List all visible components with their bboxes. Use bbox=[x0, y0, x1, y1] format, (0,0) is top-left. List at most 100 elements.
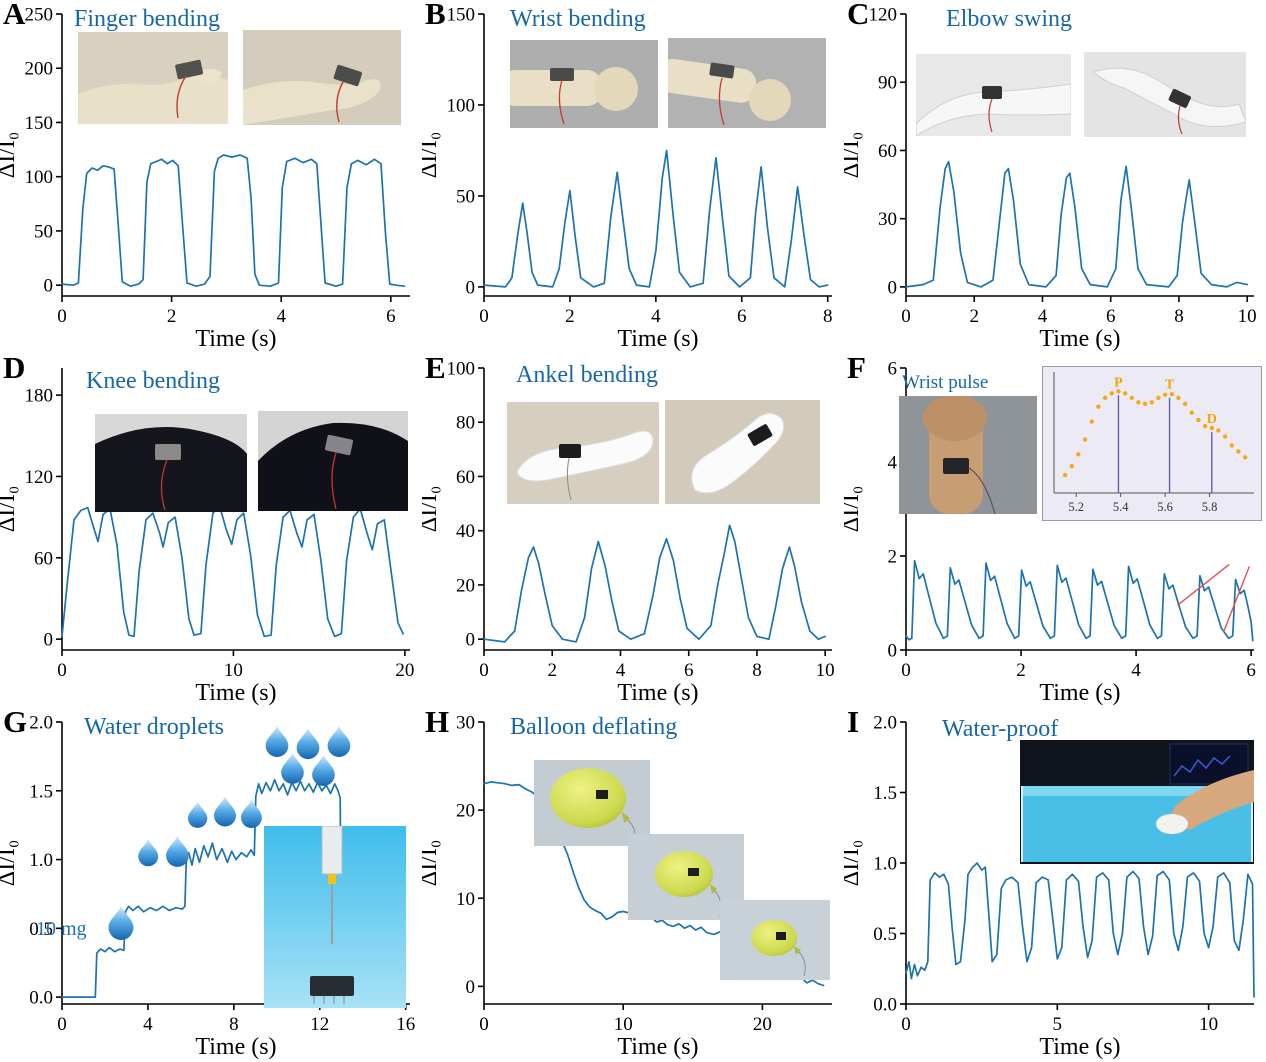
y-tick-label: 0 bbox=[466, 977, 476, 998]
panel-title: Balloon deflating bbox=[510, 714, 678, 740]
panel-letter: G bbox=[3, 704, 28, 739]
inset-data-dot bbox=[1182, 401, 1188, 406]
y-tick-label: 0 bbox=[466, 630, 476, 651]
y-tick-label: 0 bbox=[888, 641, 898, 662]
y-tick-label: 1.5 bbox=[873, 783, 897, 804]
inset-data-dot bbox=[1189, 410, 1194, 415]
y-tick-label: 0 bbox=[888, 277, 898, 298]
y-tick-label: 10 bbox=[456, 889, 475, 910]
inset-x-tick-label: 5.8 bbox=[1202, 500, 1218, 514]
inset-photo-ankle-flat bbox=[507, 402, 659, 504]
pulse-waveform-inset: P T D 5.2 5.4 5.6 5.8 bbox=[1042, 366, 1262, 521]
x-tick-label: 2 bbox=[565, 306, 575, 327]
water-droplet-icon-group-2 bbox=[138, 836, 190, 870]
panel-letter: D bbox=[3, 350, 26, 385]
inset-data-dot bbox=[1102, 395, 1108, 400]
x-axis-label: Time (s) bbox=[617, 1034, 698, 1060]
y-tick-label: 0.0 bbox=[29, 988, 53, 1009]
x-tick-label: 8 bbox=[752, 660, 762, 681]
data-line bbox=[61, 505, 404, 638]
inset-data-dot bbox=[1089, 419, 1094, 424]
x-axis-label: Time (s) bbox=[1039, 1034, 1120, 1060]
inset-data-dot bbox=[1082, 437, 1088, 442]
x-tick-label: 10 bbox=[224, 660, 243, 681]
y-tick-label: 4 bbox=[888, 453, 898, 474]
inset-data-dot bbox=[1176, 395, 1181, 400]
inset-photo-balloon-large bbox=[534, 760, 650, 846]
y-axis-label: ΔI/I₀ bbox=[422, 132, 442, 178]
x-tick-label: 4 bbox=[1131, 660, 1141, 681]
chart-elbow-swing: 0 30 60 90 120 0 2 4 6 8 10 ΔI/I₀ Time (s) bbox=[844, 5, 1257, 353]
inset-data-dot bbox=[1069, 464, 1074, 469]
x-tick-label: 2 bbox=[547, 660, 557, 681]
x-axis-label: Time (s) bbox=[1039, 326, 1120, 352]
x-tick-label: 0 bbox=[57, 306, 67, 327]
y-tick-label: 0 bbox=[44, 276, 54, 297]
y-tick-label: 6 bbox=[888, 359, 898, 380]
y-tick-label: 60 bbox=[878, 141, 897, 162]
panel-title: Ankel bending bbox=[516, 362, 658, 388]
y-tick-label: 100 bbox=[25, 167, 54, 188]
data-line bbox=[61, 154, 406, 288]
y-tick-label: 1.0 bbox=[29, 850, 53, 871]
inset-x-tick-label: 5.6 bbox=[1157, 500, 1173, 514]
chart-balloon-deflating: 0 10 20 30 0 10 20 ΔI/I₀ Time (s) bbox=[422, 713, 832, 1060]
x-axis-label: Time (s) bbox=[617, 326, 698, 352]
inset-data-dot bbox=[1096, 404, 1101, 409]
x-tick-label: 20 bbox=[753, 1014, 772, 1035]
chart-water-proof: 0.0 0.5 1.0 1.5 2.0 0 5 10 ΔI/I₀ Time (s) bbox=[844, 713, 1255, 1060]
panel-knee-bending: 0 60 120 180 0 10 20 ΔI/I₀ Time (s) D Knee bendi… bbox=[0, 350, 422, 708]
x-axis-label: Time (s) bbox=[195, 680, 276, 706]
data-line bbox=[483, 149, 829, 288]
data-line bbox=[905, 160, 1249, 288]
y-tick-label: 0.5 bbox=[873, 924, 897, 945]
x-tick-label: 4 bbox=[616, 660, 626, 681]
y-axis-label: ΔI/I₀ bbox=[0, 840, 20, 886]
inset-photo-knee-bent bbox=[258, 411, 408, 511]
x-tick-label: 6 bbox=[684, 660, 694, 681]
x-axis-label: Time (s) bbox=[195, 1034, 276, 1060]
panel-ankle-bending: 0 20 40 60 80 100 0 2 4 6 8 10 ΔI/I₀ Time (s) E Ankel… bbox=[422, 350, 844, 708]
data-line bbox=[61, 778, 392, 998]
inset-data-dot bbox=[1156, 395, 1161, 400]
x-tick-label: 0 bbox=[479, 306, 489, 327]
panel-title: Water-proof bbox=[942, 716, 1059, 742]
inset-data-dot bbox=[1129, 395, 1134, 400]
panel-letter: H bbox=[425, 704, 450, 739]
panel-letter: B bbox=[425, 0, 446, 31]
y-tick-label: 60 bbox=[34, 548, 53, 569]
panel-title: Water droplets bbox=[84, 714, 225, 740]
y-axis-label: ΔI/I₀ bbox=[844, 132, 864, 178]
x-tick-label: 16 bbox=[396, 1014, 415, 1035]
inset-photo-balloon-medium bbox=[628, 834, 744, 920]
inset-x-tick-label: 5.4 bbox=[1113, 500, 1129, 514]
x-tick-label: 4 bbox=[143, 1014, 153, 1035]
x-axis-label: Time (s) bbox=[617, 680, 698, 706]
inset-x-tick-label: 5.2 bbox=[1068, 500, 1084, 514]
x-tick-label: 4 bbox=[1038, 306, 1048, 327]
droplet-mass-label: 10 mg bbox=[36, 918, 87, 940]
data-line bbox=[905, 559, 1254, 642]
inset-photo-finger-straight bbox=[78, 32, 228, 124]
inset-data-dot bbox=[1202, 423, 1208, 429]
x-tick-label: 8 bbox=[823, 306, 833, 327]
chart-finger-bending: 0 50 100 150 200 250 0 2 4 6 ΔI/I₀ Time (s) bbox=[0, 5, 410, 352]
inset-photo-elbow-straight bbox=[916, 54, 1071, 136]
x-tick-label: 6 bbox=[1106, 306, 1116, 327]
y-tick-label: 80 bbox=[456, 413, 475, 434]
data-line bbox=[483, 524, 827, 643]
y-tick-label: 100 bbox=[447, 95, 476, 116]
y-tick-label: 30 bbox=[456, 713, 475, 734]
inset-data-dot bbox=[1149, 400, 1154, 405]
y-tick-label: 200 bbox=[25, 59, 54, 80]
inset-photo-wrist-straight bbox=[510, 40, 658, 128]
y-tick-label: 100 bbox=[447, 359, 476, 380]
x-tick-label: 10 bbox=[816, 660, 835, 681]
x-tick-label: 10 bbox=[1199, 1014, 1218, 1035]
inset-data-dot bbox=[1196, 417, 1201, 423]
panel-letter: A bbox=[3, 0, 26, 31]
water-droplet-icon-group-1 bbox=[108, 906, 134, 940]
y-axis-label: ΔI/I₀ bbox=[844, 486, 864, 532]
x-tick-label: 5 bbox=[1053, 1014, 1063, 1035]
